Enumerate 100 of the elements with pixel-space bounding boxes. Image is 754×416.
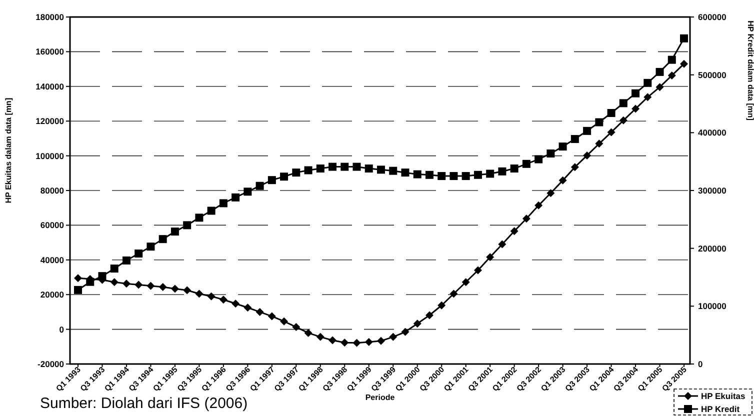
y2-tick-label: 400000 <box>698 128 727 138</box>
point <box>268 176 276 184</box>
point <box>570 163 579 172</box>
point <box>232 300 240 308</box>
y-tick-label: 100000 <box>36 150 64 161</box>
point <box>280 317 288 326</box>
point <box>462 172 470 180</box>
point <box>558 176 567 184</box>
point <box>74 274 82 282</box>
y2-tick-label: 0 <box>698 358 703 369</box>
point <box>244 304 252 312</box>
point <box>98 272 106 280</box>
point <box>438 172 446 180</box>
point <box>328 336 337 344</box>
legend-label: HP Ekuitas <box>701 390 746 401</box>
point <box>632 104 640 113</box>
y-tick-label: 140000 <box>36 81 64 92</box>
y-axis-title: HP Ekuitas dalam data [mn] <box>4 98 13 204</box>
point <box>170 228 179 236</box>
y-tick-label: 0 <box>59 324 64 334</box>
point <box>146 242 155 251</box>
point <box>656 68 664 76</box>
point <box>268 312 276 320</box>
point <box>377 336 385 345</box>
y2-axis-title: HP Kredit dalam data [mn] <box>746 20 754 121</box>
point <box>486 253 494 262</box>
y-tick-label: 180000 <box>36 12 64 22</box>
point <box>546 189 555 198</box>
point <box>280 172 288 181</box>
point <box>546 149 555 158</box>
point <box>170 284 179 293</box>
point <box>522 160 530 168</box>
y2-tick-label: 100000 <box>698 301 727 312</box>
point <box>304 166 312 174</box>
point <box>462 278 470 286</box>
point <box>595 140 604 148</box>
point <box>389 166 398 175</box>
point <box>74 286 82 294</box>
point <box>632 89 640 98</box>
point <box>607 128 616 136</box>
point <box>510 164 518 173</box>
y-tick-label: -20000 <box>38 358 64 369</box>
point <box>425 311 434 320</box>
y-tick-label: 40000 <box>40 254 64 265</box>
y-tick-label: 60000 <box>40 220 64 230</box>
point <box>207 292 216 300</box>
point <box>352 162 361 171</box>
y-tick-label: 120000 <box>36 116 64 126</box>
point <box>364 338 373 346</box>
point <box>558 142 567 151</box>
point <box>134 250 143 258</box>
text: Sumber: Diolah dari IFS (2006) <box>40 395 248 412</box>
y2-tick-label: 600000 <box>698 12 727 22</box>
y2-tick-label: 500000 <box>698 70 727 80</box>
point <box>413 320 422 328</box>
x-axis-title: Periode <box>365 393 396 402</box>
point <box>292 168 300 177</box>
point <box>195 290 204 298</box>
point <box>86 278 94 286</box>
point <box>195 214 204 222</box>
point <box>183 221 192 230</box>
y2-tick-label: 300000 <box>698 185 727 196</box>
point <box>340 338 349 347</box>
point <box>438 301 446 310</box>
point <box>401 328 410 336</box>
point <box>134 280 143 289</box>
point <box>219 296 228 304</box>
point <box>522 214 530 223</box>
point <box>498 240 506 248</box>
point <box>680 60 688 68</box>
point <box>316 332 324 341</box>
point <box>232 193 240 202</box>
point <box>570 135 579 144</box>
point <box>644 93 652 102</box>
point <box>352 338 361 347</box>
point <box>122 256 130 264</box>
point <box>510 227 518 236</box>
point <box>644 78 652 87</box>
point <box>183 286 192 294</box>
point <box>256 308 264 316</box>
y2-tick-label: 200000 <box>698 243 727 254</box>
point <box>668 71 676 80</box>
point <box>680 34 688 42</box>
point <box>595 118 604 126</box>
point <box>534 201 543 210</box>
point <box>619 116 628 124</box>
point <box>534 155 543 164</box>
point <box>583 126 592 135</box>
point <box>304 328 312 337</box>
point <box>413 170 422 178</box>
point <box>450 172 458 180</box>
point <box>328 162 337 171</box>
point <box>316 164 324 173</box>
point <box>377 166 385 174</box>
point <box>364 164 373 173</box>
y-tick-label: 160000 <box>36 46 64 57</box>
y-tick-label: 20000 <box>40 290 64 300</box>
y-tick-label: 80000 <box>40 185 64 196</box>
point <box>340 162 349 171</box>
point <box>486 170 494 178</box>
